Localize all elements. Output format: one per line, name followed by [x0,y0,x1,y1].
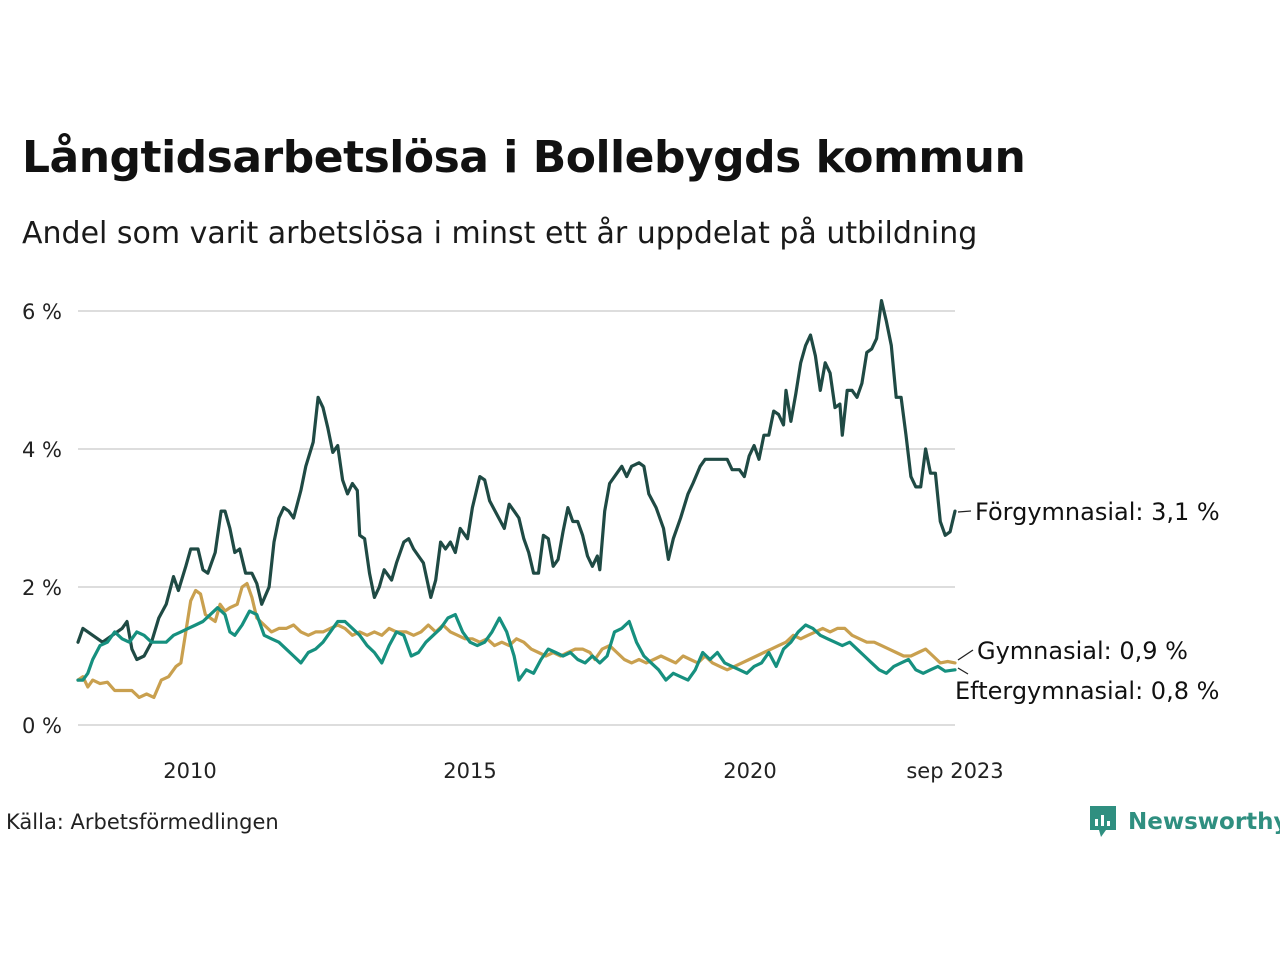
y-tick-label: 6 % [22,300,62,324]
chart-title: Långtidsarbetslösa i Bollebygds kommun [22,132,1026,183]
y-tick-label: 0 % [22,714,62,738]
series-line-gymnasial [76,581,957,699]
label-leader-line [957,510,972,513]
series-label-förgymnasial: Förgymnasial: 3,1 % [975,498,1220,526]
series-label-gymnasial: Gymnasial: 0,9 % [977,637,1188,665]
label-leader-line [957,649,974,661]
x-tick-label: 2015 [443,759,496,783]
brand-name: Newsworthy [1128,809,1280,835]
y-tick-label: 4 % [22,438,62,462]
x-tick-label: 2010 [163,759,216,783]
label-leader-line [957,667,969,675]
series-label-eftergymnasial: Eftergymnasial: 0,8 % [955,677,1219,705]
chart-subtitle: Andel som varit arbetslösa i minst ett å… [22,216,978,251]
x-tick-label: 2020 [723,759,776,783]
y-tick-label: 2 % [22,576,62,600]
brand-logo: Newsworthy [1088,804,1280,840]
newsworthy-logo-icon [1090,806,1116,837]
source-note: Källa: Arbetsförmedlingen [6,810,279,834]
series-line-förgymnasial [76,299,957,662]
series-line-eftergymnasial [76,606,957,682]
x-tick-label: sep 2023 [906,759,1003,783]
